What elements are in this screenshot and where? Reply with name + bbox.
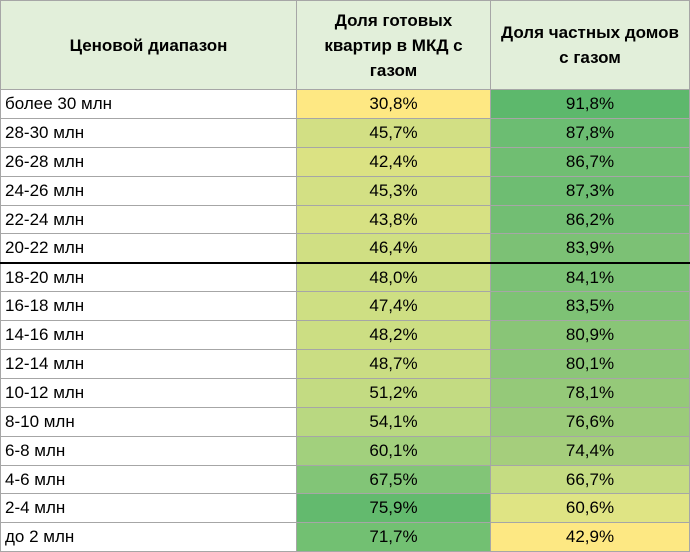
- houses-share-cell: 80,1%: [490, 349, 690, 379]
- price-range-cell: 24-26 млн: [0, 175, 297, 206]
- header-row: Ценовой диапазон Доля готовых квартир в …: [0, 0, 690, 90]
- houses-share-cell: 84,1%: [490, 261, 690, 293]
- houses-share-cell: 86,7%: [490, 146, 690, 177]
- flats-share-cell: 48,0%: [296, 261, 491, 293]
- price-range-cell: 14-16 млн: [0, 320, 297, 351]
- table-row: 14-16 млн 48,2% 80,9%: [0, 320, 690, 351]
- price-range-cell: 28-30 млн: [0, 117, 297, 148]
- price-range-cell: 18-20 млн: [0, 261, 297, 293]
- price-range-cell: 10-12 млн: [0, 377, 297, 408]
- flats-share-cell: 67,5%: [296, 464, 491, 495]
- table-row: 2-4 млн 75,9% 60,6%: [0, 493, 690, 524]
- houses-share-cell: 42,9%: [490, 522, 690, 552]
- header-houses-with-gas: Доля частных домов с газом: [490, 0, 690, 90]
- flats-share-cell: 48,2%: [296, 320, 491, 351]
- flats-share-cell: 75,9%: [296, 493, 491, 524]
- flats-share-cell: 60,1%: [296, 435, 491, 466]
- flats-share-cell: 45,3%: [296, 175, 491, 206]
- table-body: более 30 млн 30,8% 91,8% 28-30 млн 45,7% 87,8…: [0, 89, 690, 552]
- houses-share-cell: 76,6%: [490, 406, 690, 437]
- flats-share-cell: 48,7%: [296, 349, 491, 379]
- houses-share-cell: 87,8%: [490, 117, 690, 148]
- table-row: 12-14 млн 48,7% 80,1%: [0, 349, 690, 379]
- houses-share-cell: 87,3%: [490, 175, 690, 206]
- table-row: 24-26 млн 45,3% 87,3%: [0, 175, 690, 206]
- price-range-cell: 4-6 млн: [0, 464, 297, 495]
- flats-share-cell: 46,4%: [296, 233, 491, 264]
- flats-share-cell: 30,8%: [296, 89, 491, 119]
- price-range-cell: до 2 млн: [0, 522, 297, 552]
- houses-share-cell: 66,7%: [490, 464, 690, 495]
- price-range-cell: 26-28 млн: [0, 146, 297, 177]
- flats-share-cell: 47,4%: [296, 291, 491, 322]
- table-row: более 30 млн 30,8% 91,8%: [0, 89, 690, 119]
- price-range-cell: 16-18 млн: [0, 291, 297, 322]
- flats-share-cell: 71,7%: [296, 522, 491, 552]
- houses-share-cell: 80,9%: [490, 320, 690, 351]
- price-range-cell: 12-14 млн: [0, 349, 297, 379]
- flats-share-cell: 42,4%: [296, 146, 491, 177]
- houses-share-cell: 86,2%: [490, 204, 690, 235]
- houses-share-cell: 74,4%: [490, 435, 690, 466]
- price-range-cell: 8-10 млн: [0, 406, 297, 437]
- flats-share-cell: 43,8%: [296, 204, 491, 235]
- price-range-cell: 6-8 млн: [0, 435, 297, 466]
- houses-share-cell: 91,8%: [490, 89, 690, 119]
- price-range-cell: 20-22 млн: [0, 233, 297, 264]
- price-range-cell: 22-24 млн: [0, 204, 297, 235]
- houses-share-cell: 60,6%: [490, 493, 690, 524]
- header-houses-with-gas-label: Доля частных домов с газом: [501, 23, 679, 67]
- table-row: 16-18 млн 47,4% 83,5%: [0, 291, 690, 322]
- table-row: 20-22 млн 46,4% 83,9%: [0, 233, 690, 264]
- flats-share-cell: 51,2%: [296, 377, 491, 408]
- flats-share-cell: 54,1%: [296, 406, 491, 437]
- table-row: 6-8 млн 60,1% 74,4%: [0, 435, 690, 466]
- houses-share-cell: 78,1%: [490, 377, 690, 408]
- price-range-cell: 2-4 млн: [0, 493, 297, 524]
- header-flats-with-gas-label: Доля готовых квартир в МКД с газом: [324, 10, 463, 80]
- table-row: 8-10 млн 54,1% 76,6%: [0, 406, 690, 437]
- table-row: 28-30 млн 45,7% 87,8%: [0, 117, 690, 148]
- table-row: до 2 млн 71,7% 42,9%: [0, 522, 690, 552]
- table-row: 4-6 млн 67,5% 66,7%: [0, 464, 690, 495]
- table-header: Ценовой диапазон Доля готовых квартир в …: [0, 0, 690, 90]
- header-flats-with-gas: Доля готовых квартир в МКД с газом: [296, 0, 491, 90]
- header-price-range-label: Ценовой диапазон: [69, 35, 228, 55]
- table-row: 18-20 млн 48,0% 84,1%: [0, 261, 690, 293]
- flats-share-cell: 45,7%: [296, 117, 491, 148]
- header-price-range: Ценовой диапазон: [0, 0, 297, 90]
- price-range-cell: более 30 млн: [0, 89, 297, 119]
- houses-share-cell: 83,9%: [490, 233, 690, 264]
- table-row: 26-28 млн 42,4% 86,7%: [0, 146, 690, 177]
- houses-share-cell: 83,5%: [490, 291, 690, 322]
- table-row: 22-24 млн 43,8% 86,2%: [0, 204, 690, 235]
- table-row: 10-12 млн 51,2% 78,1%: [0, 377, 690, 408]
